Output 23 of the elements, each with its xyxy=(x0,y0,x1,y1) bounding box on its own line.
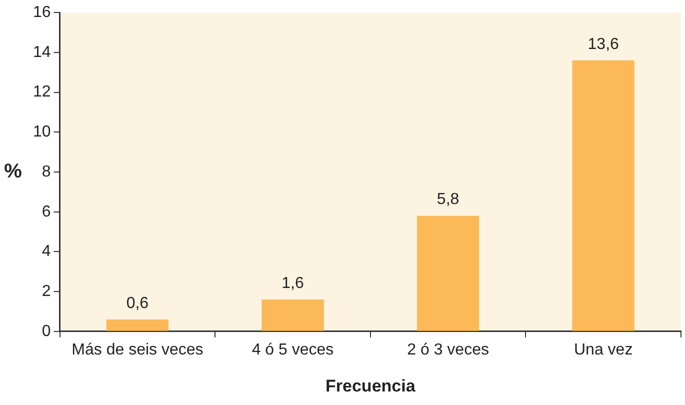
y-tick-label: 12 xyxy=(33,84,51,101)
x-tick-label: Una vez xyxy=(574,341,633,358)
y-tick-label: 2 xyxy=(42,282,51,300)
y-tick-label: 8 xyxy=(42,163,51,180)
x-tick-label: 4 ó 5 veces xyxy=(252,341,334,358)
bar xyxy=(106,319,169,331)
y-tick-label: 10 xyxy=(33,124,51,141)
bar xyxy=(572,60,634,331)
data-label: 0,6 xyxy=(126,294,149,312)
y-tick-label: 4 xyxy=(42,243,51,260)
data-label: 13,6 xyxy=(588,36,620,53)
data-label: 5,8 xyxy=(436,191,460,208)
bar xyxy=(262,300,324,331)
x-tick-label: Más de seis veces xyxy=(72,341,204,358)
x-axis-title: Frecuencia xyxy=(326,376,416,396)
data-label: 1,6 xyxy=(282,274,304,292)
y-tick-label: 16 xyxy=(33,4,51,22)
y-tick-label: 0 xyxy=(42,322,51,340)
y-tick-label: 6 xyxy=(42,203,51,220)
y-axis-title: % xyxy=(4,160,22,183)
bar xyxy=(416,216,480,331)
x-tick-label: 2 ó 3 veces xyxy=(407,341,489,358)
y-tick-label: 14 xyxy=(33,44,51,61)
